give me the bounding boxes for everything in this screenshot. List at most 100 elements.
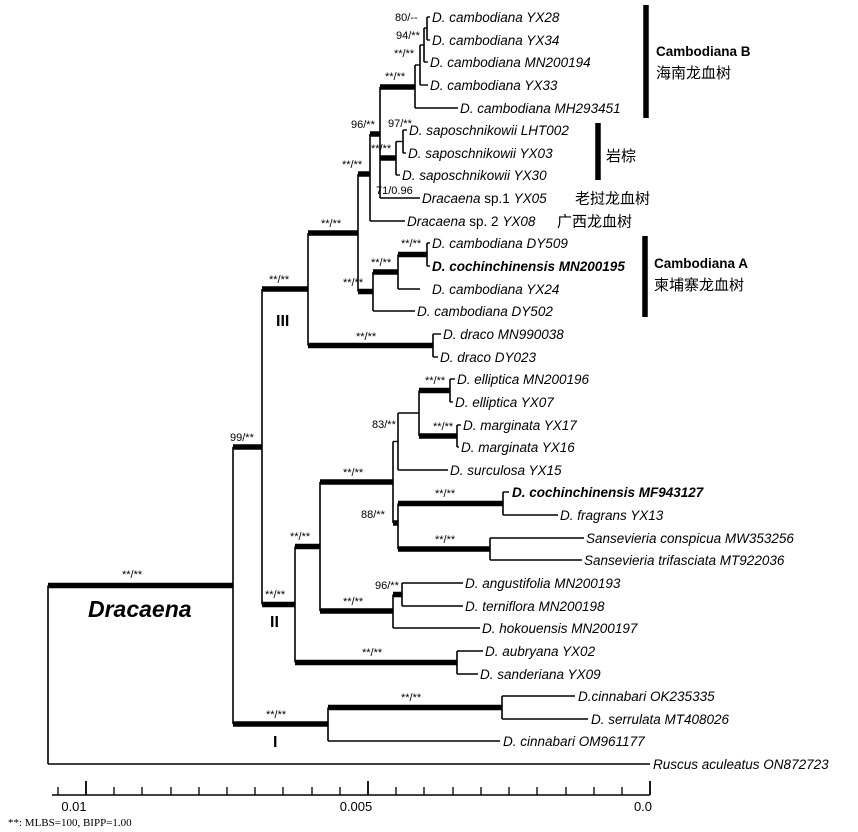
- tip-label-part: D. cambodiana YX33: [430, 78, 558, 93]
- tip-label: D. cambodiana DY509: [432, 236, 568, 251]
- tip-label: D. elliptica YX07: [455, 395, 554, 410]
- tip-label: D. aubryana YX02: [485, 644, 596, 659]
- tip-label: Sansevieria trifasciata MT922036: [584, 553, 785, 568]
- tip-label: D. angustifolia MN200193: [465, 576, 621, 591]
- support-value: **/**: [385, 71, 406, 83]
- tip-label: D. saposchnikowii YX30: [402, 168, 547, 183]
- tip-label-part: D. hokouensis MN200197: [482, 621, 638, 636]
- tip-label: D. marginata YX17: [463, 418, 577, 433]
- tip-label-part: D. angustifolia MN200193: [465, 576, 621, 591]
- tip-label: D. surculosa YX15: [450, 463, 562, 478]
- clade-label: 岩棕: [606, 148, 636, 165]
- tip-label-part: YX05: [514, 191, 548, 206]
- support-value: 88/**: [361, 509, 386, 521]
- tip-label-part: D. aubryana YX02: [485, 644, 596, 659]
- support-value: **/**: [343, 596, 364, 608]
- tip-label: D. draco MN990038: [443, 327, 564, 342]
- tip-label-part: D. surculosa YX15: [450, 463, 562, 478]
- tip-label-part: D. marginata YX17: [463, 418, 577, 433]
- tip-common-name: 老挝龙血树: [575, 191, 650, 208]
- tip-label: D. cambodiana MN200194: [430, 55, 591, 70]
- tip-label: D. cinnabari OM961177: [503, 734, 645, 749]
- clade-numeral-II: II: [270, 614, 279, 631]
- tip-label-part: D. draco DY023: [440, 350, 537, 365]
- tip-labels: D. cambodiana YX28 D. cambodiana YX34 D. c…: [402, 10, 829, 772]
- tip-label: D. cambodiana MH293451: [460, 101, 621, 116]
- support-value: 83/**: [372, 419, 397, 431]
- tip-label-part: D. cambodiana DY502: [417, 304, 553, 319]
- tree-branches: [47, 16, 650, 765]
- tip-label: D. elliptica MN200196: [457, 372, 590, 387]
- tip-label-part: Dracaena: [407, 214, 469, 229]
- clade-label: Cambodiana A: [654, 256, 748, 271]
- tip-label-part: D. cochinchinensis MF943127: [512, 485, 705, 500]
- support-value: **/**: [435, 488, 456, 500]
- scale-tick-label: 0.0: [634, 799, 652, 814]
- clade-label: 柬埔寨龙血树: [654, 276, 744, 294]
- support-value: **/**: [265, 589, 286, 601]
- tip-label: D. cambodiana YX24: [432, 282, 559, 297]
- tip-label: D. cambodiana YX28: [432, 10, 560, 25]
- support-value: **/**: [371, 257, 392, 269]
- tip-label: D. fragrans YX13: [560, 508, 664, 523]
- tip-label-part: D. cambodiana MH293451: [460, 101, 621, 116]
- support-values: 80/-- 94/** **/** **/** 96/** 97/** **/** 71/0.…: [122, 12, 456, 721]
- support-value: **/**: [433, 421, 454, 433]
- tip-label: D. cambodiana DY502: [417, 304, 553, 319]
- support-value: 71/0.96: [376, 185, 413, 197]
- tip-label-part: D. cinnabari OM961177: [503, 734, 645, 749]
- support-value: 94/**: [396, 30, 421, 42]
- tip-label: D. cochinchinensis MF943127: [512, 485, 705, 500]
- support-value: 96/**: [375, 580, 400, 592]
- tip-label: D. marginata YX16: [461, 440, 575, 455]
- tip-label-part: D. cambodiana YX28: [432, 10, 560, 25]
- support-value: 99/**: [230, 432, 255, 444]
- support-value: **/**: [401, 692, 422, 704]
- tip-label: Sansevieria conspicua MW353256: [586, 531, 794, 546]
- genus-label: Dracaena: [88, 596, 192, 622]
- tip-label: D. terniflora MN200198: [465, 599, 605, 614]
- scale-bar: 0.01 0.005 0.0: [52, 781, 652, 814]
- tip-label-part: D. saposchnikowii LHT002: [409, 123, 569, 138]
- tip-label-part: Dracaena: [422, 191, 484, 206]
- tip-label: Ruscus aculeatus ON872723: [653, 757, 829, 772]
- tip-label-part: D. saposchnikowii YX30: [402, 168, 547, 183]
- support-value: 96/**: [351, 119, 376, 131]
- support-value: **/**: [401, 238, 422, 250]
- tip-label-part: D. serrulata MT408026: [591, 712, 730, 727]
- support-value: **/**: [122, 569, 143, 581]
- tip-label: D. sanderiana YX09: [480, 667, 601, 682]
- tip-label-part: D. terniflora MN200198: [465, 599, 605, 614]
- support-value: **/**: [290, 531, 311, 543]
- tip-label: Dracaena sp. 2 YX08: [407, 214, 536, 229]
- tip-label-part: D. draco MN990038: [443, 327, 564, 342]
- support-value: **/**: [362, 647, 383, 659]
- support-value: 80/--: [395, 12, 418, 24]
- scale-tick-label: 0.01: [61, 799, 86, 814]
- tip-label: D. draco DY023: [440, 350, 537, 365]
- clade-numeral-I: I: [273, 734, 277, 751]
- tip-label-part: D.cinnabari OK235335: [578, 689, 715, 704]
- tip-label-part: D. cambodiana YX34: [432, 33, 559, 48]
- support-value: **/**: [343, 467, 364, 479]
- tip-label-part: D. cambodiana YX24: [432, 282, 559, 297]
- tip-label-part: D. elliptica YX07: [455, 395, 554, 410]
- tip-label-part: D. elliptica MN200196: [457, 372, 590, 387]
- tip-common-name: 广西龙血树: [557, 214, 632, 231]
- support-value: **/**: [425, 375, 446, 387]
- clade-numeral-III: III: [276, 313, 289, 330]
- tip-label-part: Sansevieria trifasciata MT922036: [584, 553, 785, 568]
- tip-label: D. cambodiana YX33: [430, 78, 558, 93]
- tip-label-part: sp.1: [484, 191, 513, 206]
- support-value: **/**: [269, 274, 290, 286]
- support-value: **/**: [342, 159, 363, 171]
- tip-label: D. saposchnikowii LHT002: [409, 123, 569, 138]
- support-value: **/**: [266, 709, 287, 721]
- tip-label-part: D. cambodiana DY509: [432, 236, 568, 251]
- tip-label: D. serrulata MT408026: [591, 712, 730, 727]
- tip-label: Dracaena sp.1 YX05: [422, 191, 547, 206]
- support-value: **/**: [394, 48, 415, 60]
- support-value: **/**: [343, 277, 364, 289]
